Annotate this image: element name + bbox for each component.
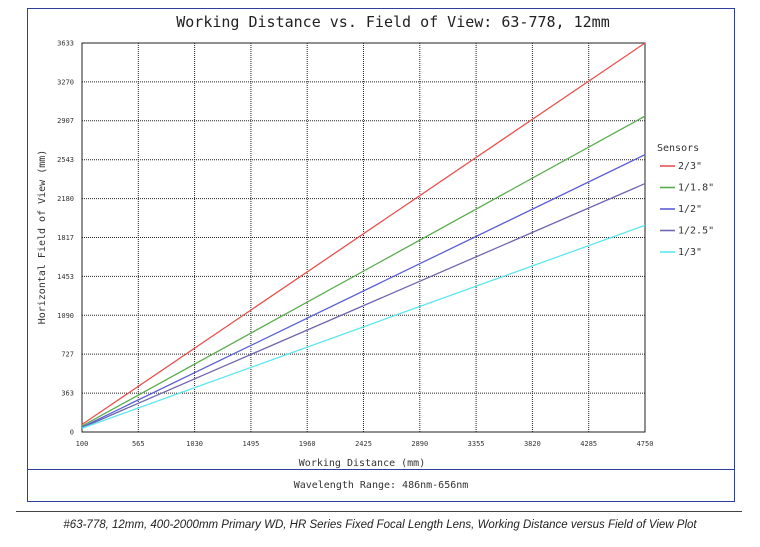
x-tick-label: 2890 <box>411 440 428 448</box>
x-tick-label: 2425 <box>355 440 372 448</box>
y-axis-label: Horizontal Field of View (mm) <box>37 150 48 325</box>
legend-label: 1/2.5" <box>678 226 714 237</box>
series-line <box>81 115 646 427</box>
y-axis-ticks: 0 363 727 1090 1453 1817 2180 2543 2907 3270 3633 <box>57 40 74 437</box>
figure-caption: #63-778, 12mm, 400-2000mm Primary WD, HR… <box>63 519 697 531</box>
y-tick-label: 1453 <box>57 273 74 281</box>
y-tick-label: 363 <box>61 390 74 398</box>
x-tick-label: 100 <box>76 440 89 448</box>
series-line <box>81 224 646 429</box>
chart-frame <box>27 8 735 502</box>
series-line <box>81 182 646 429</box>
legend-title: Sensors <box>657 143 699 154</box>
x-tick-label: 1960 <box>299 440 316 448</box>
y-tick-label: 727 <box>61 351 74 359</box>
legend-label: 1/2" <box>678 204 702 215</box>
grid <box>82 43 645 432</box>
y-tick-label: 2543 <box>57 156 74 164</box>
series-line <box>81 42 646 426</box>
chart-title: Working Distance vs. Field of View: 63-7… <box>176 13 609 31</box>
x-tick-label: 4750 <box>637 440 654 448</box>
y-tick-label: 2907 <box>57 117 74 125</box>
x-tick-label: 565 <box>132 440 145 448</box>
x-tick-label: 1030 <box>186 440 203 448</box>
y-tick-label: 3633 <box>57 40 74 48</box>
series-line <box>81 154 646 428</box>
x-axis-label: Working Distance (mm) <box>299 458 425 469</box>
legend-label: 1/1.8" <box>678 183 714 194</box>
series-lines <box>81 42 646 429</box>
x-tick-label: 4285 <box>580 440 597 448</box>
caption-rule <box>16 511 742 512</box>
x-tick-label: 3820 <box>524 440 541 448</box>
y-tick-label: 3270 <box>57 78 74 86</box>
y-tick-label: 0 <box>70 429 74 437</box>
x-tick-label: 1495 <box>242 440 259 448</box>
legend: 2/3" 1/1.8" 1/2" 1/2.5" 1/3" <box>660 161 714 258</box>
x-axis-ticks: 100 565 1030 1495 1960 2425 2890 3355 3820 4285 47… <box>76 440 654 448</box>
legend-label: 2/3" <box>678 161 702 172</box>
wavelength-range: Wavelength Range: 486nm-656nm <box>293 480 469 491</box>
y-tick-label: 1090 <box>57 312 74 320</box>
footer-divider <box>27 469 735 470</box>
legend-label: 1/3" <box>678 247 702 258</box>
y-tick-label: 2180 <box>57 195 74 203</box>
x-tick-label: 3355 <box>468 440 485 448</box>
y-tick-label: 1817 <box>57 234 74 242</box>
